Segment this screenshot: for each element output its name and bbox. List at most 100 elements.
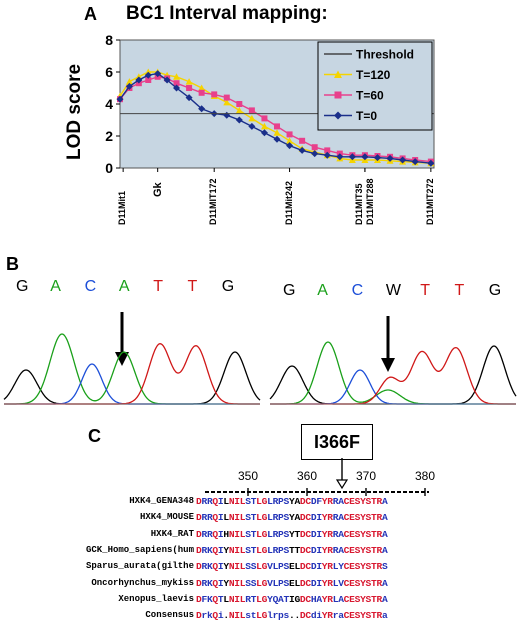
mutation-label-box: I366F: [301, 424, 373, 460]
ruler-tick-label: 350: [238, 469, 259, 483]
point-t0: [411, 158, 419, 166]
point-t60: [299, 137, 306, 144]
sequence-row: DRRQIHNILSTLGLRPSYTDCDIYRRACESYSTRA: [196, 528, 388, 540]
ruler-tick-label: 360: [297, 469, 318, 483]
point-t60: [211, 91, 218, 98]
point-t60: [198, 89, 205, 96]
point-t0: [427, 159, 435, 167]
alignment-names: HXK4_GENA348 HXK4_MOUSE HXK4_RAT GCK_Homo_s…: [0, 496, 194, 630]
base-call: C: [351, 282, 364, 299]
legend: Threshold T=120 T=60 T=0: [317, 41, 433, 131]
y-axis-label: LOD score: [64, 63, 85, 160]
trace-curve: [270, 369, 516, 405]
lod-chart: 0 2 4 6 8 Threshold T=120 T=60 T=0: [105, 32, 435, 176]
sequence-row: DRKQIYNILSSLGVLPSELDCDIYRLVCESYSTRA: [196, 577, 388, 589]
alignment-seqs: DRRQILNILSTLGLRPSYADCDFYRRACESYSTRA DRRQI…: [196, 496, 436, 630]
point-t60: [274, 123, 280, 130]
point-t120: [173, 73, 181, 80]
point-t120: [125, 78, 133, 85]
point-t0: [235, 116, 243, 124]
sequence-row: DrkQi.NILstLGlrps..DCdiYRraCESYSTRa: [196, 610, 388, 622]
point-t60: [261, 115, 268, 122]
sequence-row: DRKQIYNILSSLGVLPSELDCDIYRLYCESYSTRS: [196, 561, 388, 573]
point-t0: [399, 156, 407, 164]
base-call: A: [317, 282, 328, 299]
panel-b-letter: B: [6, 254, 19, 274]
point-t0: [286, 142, 294, 150]
legend-label: T=120: [356, 68, 391, 82]
sequence-name: HXK4_GENA348: [129, 496, 194, 506]
base-call: G: [488, 282, 502, 299]
legend-label: T=60: [356, 89, 384, 103]
point-t0: [163, 76, 171, 84]
right-trace: [269, 341, 517, 405]
x-marker-label: D11MIT288: [364, 178, 375, 225]
sequence-name: HXK4_RAT: [150, 528, 194, 539]
base-call: A: [118, 278, 130, 295]
point-t0: [348, 153, 356, 161]
point-t60: [173, 80, 180, 87]
chart-title: BC1 Interval mapping:: [126, 3, 328, 24]
mutation-arrow-head: [335, 479, 349, 490]
base-call: G: [221, 278, 235, 295]
point-t0: [185, 94, 193, 102]
point-t60: [223, 94, 230, 101]
x-marker-label: D11MIT272: [424, 178, 435, 225]
panel-c-letter: C: [88, 426, 101, 446]
x-marker-label: D11Mit242: [283, 180, 294, 225]
point-t60: [248, 107, 255, 114]
point-t0: [173, 84, 181, 92]
point-t120: [260, 122, 268, 130]
point-t120: [223, 98, 231, 106]
point-t0: [248, 122, 256, 130]
point-t120: [273, 129, 281, 136]
point-t0: [125, 82, 133, 90]
base-call: W: [385, 282, 401, 299]
point-t0: [311, 150, 319, 158]
ruler-tick-label: 380: [415, 469, 436, 483]
point-t0: [336, 153, 344, 161]
point-t0: [135, 76, 143, 84]
y-tick-label: 4: [105, 96, 113, 112]
legend-label: Threshold: [356, 48, 414, 62]
sequence-name: Oncorhynchus_mykiss: [91, 577, 194, 588]
sequence-row: DFKQTLNILRTLGYQATIGDCHAYRLACESYSTRA: [196, 593, 388, 605]
y-tick-label: 0: [105, 160, 113, 176]
sequence-row: DRRQILNILSTLGLRPSYADCDFYRRACESYSTRA: [196, 496, 388, 507]
base-call: T: [187, 278, 198, 295]
base-call: G: [283, 282, 296, 299]
point-t0: [298, 146, 306, 154]
base-call: T: [420, 282, 430, 299]
sequence-row: DRRQILNILSTLGLRPSYADCDIYRRACESYSTRA: [196, 512, 388, 524]
ruler-tick-label: 370: [356, 469, 377, 483]
y-tick-label: 2: [105, 128, 113, 144]
point-t0: [373, 154, 381, 162]
sequence-row: DRKQIYNILSTLGLRPSTTDCDIYRRACESYSTRA: [196, 544, 388, 556]
sequence-name: GCK_Homo_sapiens(hum: [85, 544, 194, 555]
left-arrow: [115, 312, 129, 366]
ruler-ticks: [247, 488, 426, 496]
point-t120: [235, 106, 243, 114]
panel-a-letter: A: [84, 4, 97, 24]
sequence-name: Xenopus_laevis: [118, 593, 194, 604]
right-arrow: [381, 316, 395, 372]
alignment-ruler: [205, 458, 429, 496]
sequence-name: Sparus_aurata(gilthe: [85, 561, 194, 572]
x-marker-label: D11MIT172: [208, 178, 219, 225]
point-t60: [311, 144, 318, 151]
y-tick-label: 8: [105, 32, 113, 48]
base-call: G: [16, 278, 29, 295]
point-t0: [154, 70, 162, 78]
trace-curve: [4, 343, 260, 405]
point-t120: [185, 78, 193, 85]
base-call: T: [153, 278, 163, 295]
trace-curve: [270, 341, 516, 405]
point-t0: [198, 105, 206, 113]
point-t60: [145, 77, 152, 83]
point-t0: [386, 154, 394, 162]
point-t0: [361, 153, 369, 161]
trace-curve: [270, 346, 516, 405]
y-tick-label: 6: [105, 64, 113, 80]
sequence-name: Consensus: [145, 610, 194, 621]
base-call: T: [454, 282, 465, 299]
